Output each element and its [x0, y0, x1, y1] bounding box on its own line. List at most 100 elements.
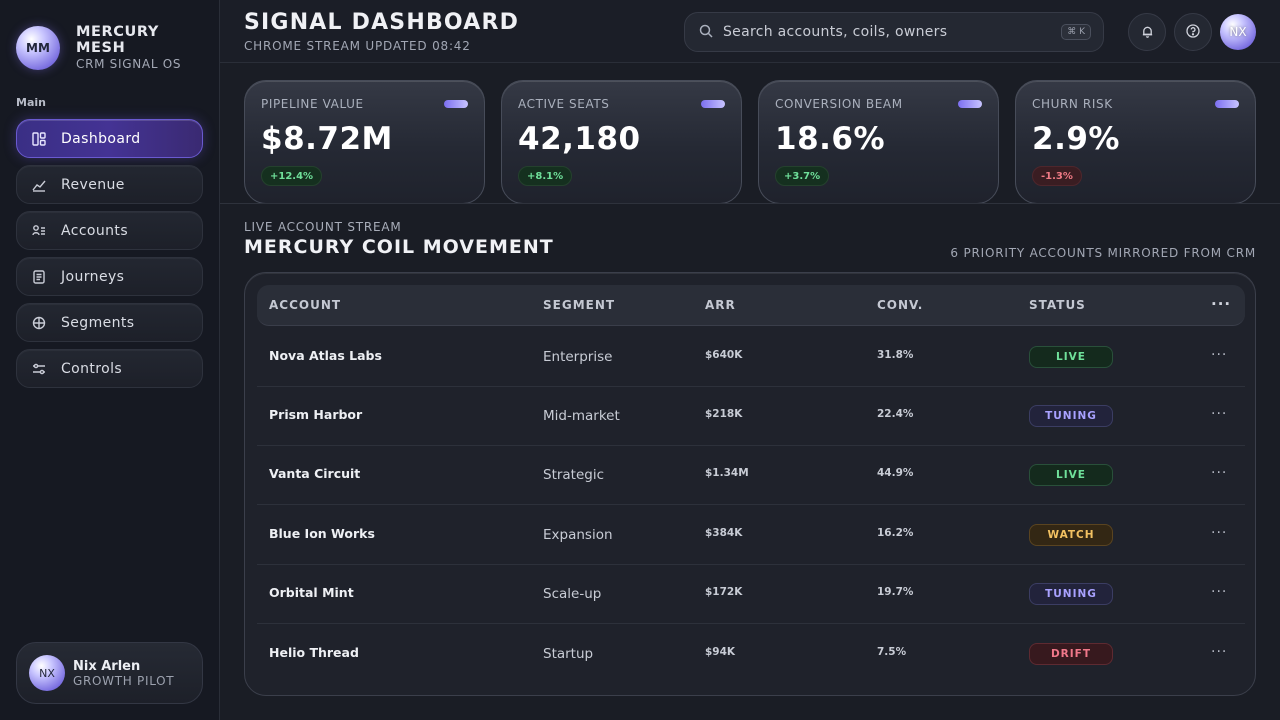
sidebar-item-label: Journeys [61, 268, 125, 285]
kpi-delta: +12.4% [261, 166, 323, 186]
sidebar-item-label: Segments [61, 314, 135, 331]
row-more-icon[interactable]: ··· [1211, 406, 1228, 422]
account-name: Helio Thread [269, 645, 359, 660]
kpi-value: 18.6% [775, 121, 886, 157]
status-badge: WATCH [1029, 524, 1113, 546]
kpi-card-pipeline[interactable]: PIPELINE VALUE $8.72M +12.4% [244, 80, 485, 204]
account-name: Prism Harbor [269, 407, 363, 422]
kpi-value: 42,180 [518, 121, 641, 157]
kpi-value: $8.72M [261, 121, 393, 157]
column-header-account[interactable]: ACCOUNT [269, 298, 342, 312]
sidebar-item-controls[interactable]: Controls [16, 349, 203, 388]
account-name: Vanta Circuit [269, 466, 361, 481]
brand-logo: MM [16, 26, 60, 70]
top-header: SIGNAL DASHBOARD CHROME STREAM UPDATED 0… [220, 0, 1280, 63]
kpi-indicator [701, 100, 725, 108]
kpi-card-seats[interactable]: ACTIVE SEATS 42,180 +8.1% [501, 80, 742, 204]
table-options-icon[interactable]: ··· [1211, 295, 1232, 313]
kpi-delta: +3.7% [775, 166, 830, 186]
account-arr: $94K [705, 646, 736, 658]
table-row[interactable]: Blue Ion Works Expansion $384K 16.2% WAT… [257, 505, 1245, 565]
kpi-label: CONVERSION BEAM [775, 97, 903, 111]
kpi-value: 2.9% [1032, 121, 1120, 157]
stream-title: MERCURY COIL MOVEMENT [244, 236, 554, 258]
table-header: ACCOUNT SEGMENT ARR CONV. STATUS ··· [257, 285, 1245, 326]
status-badge: DRIFT [1029, 643, 1113, 665]
kpi-label: CHURN RISK [1032, 97, 1113, 111]
brand-subtitle: CRM SIGNAL OS [76, 57, 182, 71]
page-subtitle: CHROME STREAM UPDATED 08:42 [244, 39, 471, 53]
kpi-card-churn[interactable]: CHURN RISK 2.9% -1.3% [1015, 80, 1256, 204]
kpi-indicator [1215, 100, 1239, 108]
table-row[interactable]: Prism Harbor Mid-market $218K 22.4% TUNI… [257, 386, 1245, 446]
table-row[interactable]: Vanta Circuit Strategic $1.34M 44.9% LIV… [257, 445, 1245, 505]
account-segment: Strategic [543, 467, 605, 483]
account-segment: Enterprise [543, 349, 613, 365]
sidebar-item-label: Dashboard [61, 130, 141, 147]
controls-icon [31, 361, 47, 377]
accounts-table: ACCOUNT SEGMENT ARR CONV. STATUS ··· Nov… [244, 272, 1256, 696]
sidebar-item-dashboard[interactable]: Dashboard [16, 119, 203, 158]
account-segment: Scale-up [543, 586, 602, 602]
row-more-icon[interactable]: ··· [1211, 584, 1228, 600]
row-more-icon[interactable]: ··· [1211, 525, 1228, 541]
status-badge: LIVE [1029, 464, 1113, 486]
segments-icon [31, 315, 47, 331]
account-conversion: 22.4% [877, 408, 914, 420]
sidebar-nav: Dashboard Revenue Accounts Journeys Segm… [16, 119, 203, 395]
revenue-icon [31, 177, 47, 193]
account-arr: $172K [705, 586, 743, 598]
account-segment: Startup [543, 646, 594, 662]
sidebar-item-label: Accounts [61, 222, 129, 239]
account-arr: $218K [705, 408, 743, 420]
stream-eyebrow: LIVE ACCOUNT STREAM [244, 220, 402, 234]
row-more-icon[interactable]: ··· [1211, 347, 1228, 363]
account-name: Nova Atlas Labs [269, 348, 382, 363]
avatar: NX [29, 655, 65, 691]
sidebar-item-segments[interactable]: Segments [16, 303, 203, 342]
profile-card[interactable]: NX Nix Arlen GROWTH PILOT [16, 642, 203, 704]
search-shortcut: ⌘ K [1061, 24, 1091, 40]
sidebar-item-label: Controls [61, 360, 123, 377]
account-arr: $1.34M [705, 467, 749, 479]
account-conversion: 31.8% [877, 349, 914, 361]
nav-section-label: Main [16, 96, 46, 109]
dashboard-icon [31, 131, 47, 147]
brand: MM MERCURY MESH CRM SIGNAL OS [16, 24, 196, 71]
column-header-status[interactable]: STATUS [1029, 298, 1086, 312]
row-more-icon[interactable]: ··· [1211, 465, 1228, 481]
account-arr: $640K [705, 349, 743, 361]
accounts-icon [31, 223, 47, 239]
sidebar-item-accounts[interactable]: Accounts [16, 211, 203, 250]
kpi-label: PIPELINE VALUE [261, 97, 364, 111]
kpi-delta: +8.1% [518, 166, 573, 186]
stream-note: 6 PRIORITY ACCOUNTS MIRRORED FROM CRM [950, 246, 1256, 260]
help-button[interactable] [1174, 13, 1212, 51]
sidebar-item-journeys[interactable]: Journeys [16, 257, 203, 296]
column-header-arr[interactable]: ARR [705, 298, 736, 312]
account-segment: Expansion [543, 527, 613, 543]
notifications-button[interactable] [1128, 13, 1166, 51]
sidebar-item-revenue[interactable]: Revenue [16, 165, 203, 204]
account-conversion: 7.5% [877, 646, 907, 658]
account-segment: Mid-market [543, 408, 620, 424]
sidebar-item-label: Revenue [61, 176, 125, 193]
kpi-indicator [444, 100, 468, 108]
column-header-segment[interactable]: SEGMENT [543, 298, 616, 312]
account-conversion: 44.9% [877, 467, 914, 479]
status-badge: TUNING [1029, 583, 1113, 605]
table-row[interactable]: Helio Thread Startup $94K 7.5% DRIFT ··· [257, 624, 1245, 684]
account-arr: $384K [705, 527, 743, 539]
kpi-delta: -1.3% [1032, 166, 1082, 186]
status-badge: LIVE [1029, 346, 1113, 368]
journeys-icon [31, 269, 47, 285]
table-row[interactable]: Orbital Mint Scale-up $172K 19.7% TUNING… [257, 564, 1245, 624]
row-more-icon[interactable]: ··· [1211, 644, 1228, 660]
column-header-conv[interactable]: CONV. [877, 298, 924, 312]
user-avatar-button[interactable]: NX [1220, 14, 1256, 50]
search-placeholder: Search accounts, coils, owners [723, 24, 948, 40]
table-row[interactable]: Nova Atlas Labs Enterprise $640K 31.8% L… [257, 327, 1245, 387]
kpi-card-conversion[interactable]: CONVERSION BEAM 18.6% +3.7% [758, 80, 999, 204]
account-conversion: 16.2% [877, 527, 914, 539]
search-input[interactable]: Search accounts, coils, owners ⌘ K [684, 12, 1104, 52]
